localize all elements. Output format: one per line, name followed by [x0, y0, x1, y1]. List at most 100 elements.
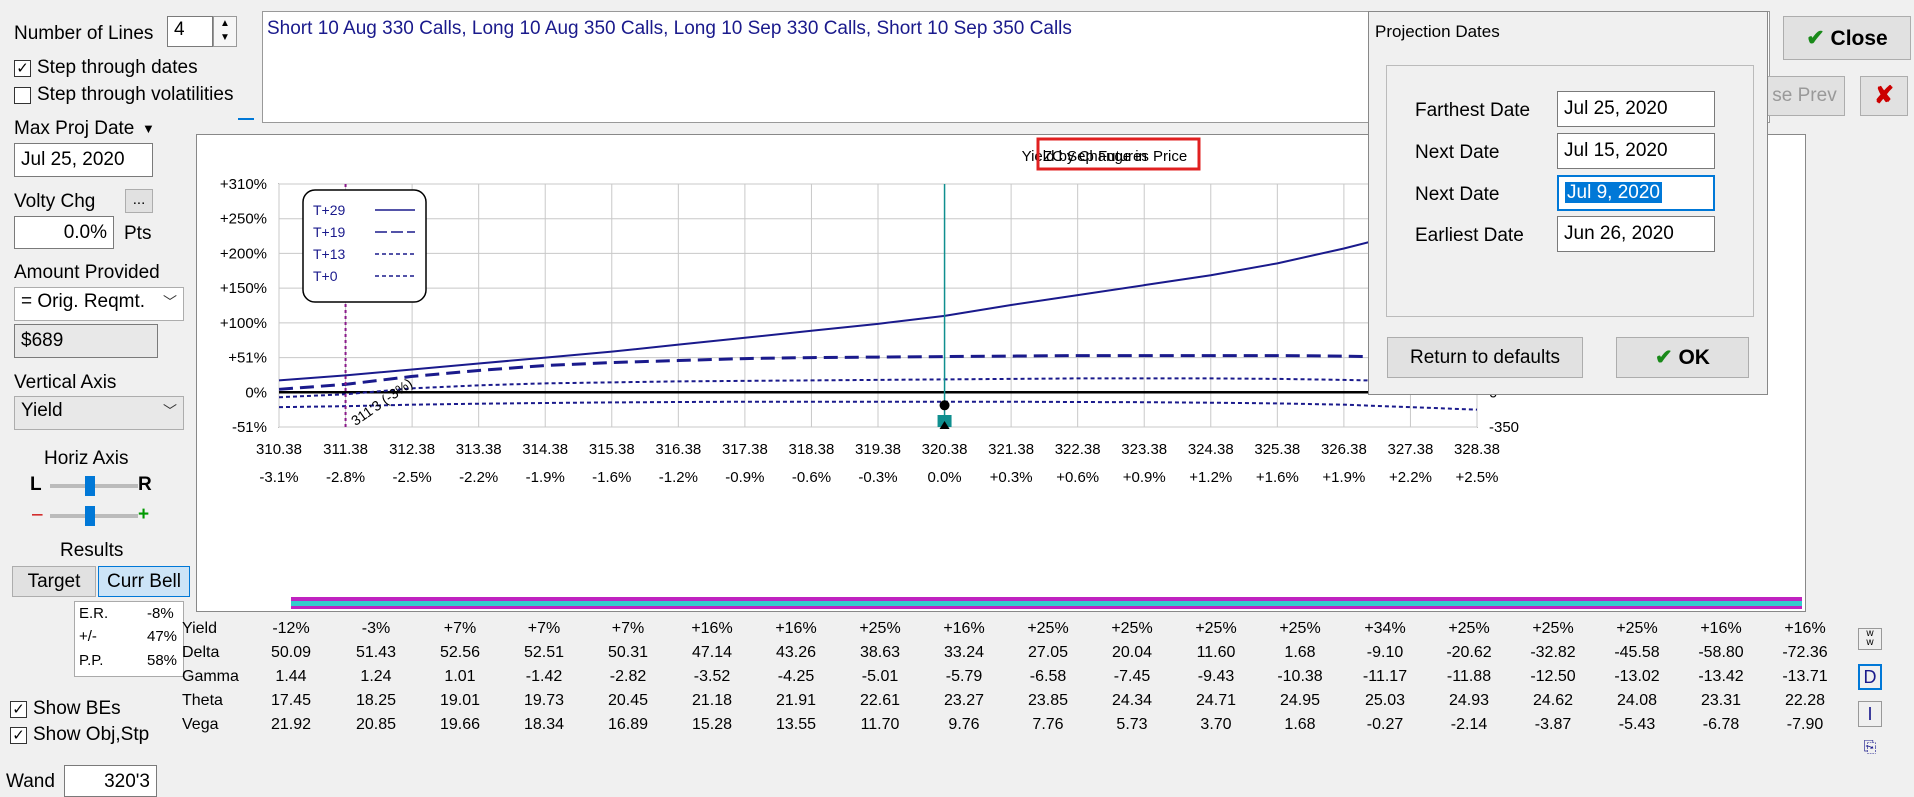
greeks-cell: -4.25 [777, 668, 815, 685]
greeks-cell: 19.73 [523, 692, 565, 709]
close-button[interactable]: ✔ Close [1783, 16, 1911, 60]
x-tick-label: 324.38 [1188, 441, 1234, 458]
greeks-cell: +25% [1532, 620, 1574, 637]
greeks-row: Vega 21.92 20.85 19.66 18.34 16.89 15.28 13.55 1… [0, 716, 1850, 740]
y-right-tick-label: -350 [1489, 419, 1519, 436]
x-tick-label: 316.38 [655, 441, 701, 458]
step-vol-label: Step through volatilities [37, 84, 234, 105]
scroll-indicator[interactable] [238, 110, 254, 120]
greeks-cell: 50.09 [270, 644, 312, 661]
step-dates-label: Step through dates [37, 57, 198, 78]
greeks-cell: 13.55 [775, 716, 817, 733]
greeks-cell: -58.80 [1698, 644, 1744, 661]
show-bes-checkbox[interactable]: ✓ [10, 701, 27, 718]
greeks-cell: -45.58 [1614, 644, 1660, 661]
close-prev-button[interactable]: se Prev [1765, 76, 1845, 116]
greeks-cell: 19.66 [439, 716, 481, 733]
greeks-cell: 18.34 [523, 716, 565, 733]
greeks-cell: 23.27 [943, 692, 985, 709]
greeks-cell: -11.88 [1446, 668, 1492, 685]
show-obj-checkbox[interactable]: ✓ [10, 727, 27, 744]
greeks-cell: 43.26 [775, 644, 817, 661]
greeks-cell: -5.01 [861, 668, 899, 685]
zoom-slider-thumb[interactable] [85, 506, 95, 526]
earliest-date-input[interactable]: Jun 26, 2020 [1557, 216, 1715, 252]
i-view-button[interactable]: I [1858, 701, 1882, 727]
results-box: E.R. -8% +/- 47% P.P. 58% [74, 601, 184, 677]
x-pct-label: -2.2% [459, 469, 498, 486]
chart-title: Yield by Change in [1022, 148, 1147, 165]
greeks-cell: 23.31 [1700, 692, 1742, 709]
return-to-defaults-button[interactable]: Return to defaults [1387, 337, 1583, 378]
greeks-cell: -32.82 [1530, 644, 1576, 661]
greeks-cell: -2.82 [609, 668, 647, 685]
greeks-cell: -9.10 [1366, 644, 1404, 661]
spin-down-icon[interactable]: ▼ [220, 32, 230, 43]
greeks-row-label: Theta [182, 692, 223, 709]
greeks-cell: -5.79 [945, 668, 983, 685]
next-date-input-1[interactable]: Jul 15, 2020 [1557, 133, 1715, 169]
x-pct-label: +1.9% [1322, 469, 1365, 486]
x-pct-label: 0.0% [927, 469, 961, 486]
next-date-input-2[interactable]: Jul 9, 2020 [1557, 175, 1715, 211]
x-tick-label: 321.38 [988, 441, 1034, 458]
volty-chg-button[interactable]: ... [125, 189, 153, 213]
horiz-l-label: L [30, 474, 42, 495]
step-dates-checkbox[interactable]: ✓ [14, 60, 31, 77]
target-button[interactable]: Target [12, 566, 96, 597]
x-tick-label: 311.38 [323, 441, 368, 458]
series-line-tplus0 [278, 400, 1478, 411]
close-x-icon[interactable]: ✘ [1860, 76, 1908, 116]
wand-marker-label: 311'3 (-3%) [348, 375, 415, 429]
amount-value: $689 [14, 324, 158, 358]
y-left-tick-label: -51% [232, 419, 267, 436]
greeks-cell: 24.08 [1616, 692, 1658, 709]
x-tick-label: 313.38 [456, 441, 502, 458]
step-vol-checkbox[interactable] [14, 87, 31, 104]
max-proj-date-input[interactable]: Jul 25, 2020 [14, 143, 153, 177]
legend-box [302, 189, 427, 303]
greeks-cell: -6.78 [1702, 716, 1740, 733]
greeks-cell: 15.28 [691, 716, 733, 733]
greeks-cell: +25% [1111, 620, 1153, 637]
results-label: Results [60, 540, 124, 561]
greeks-cell: 24.95 [1279, 692, 1321, 709]
farthest-date-input[interactable]: Jul 25, 2020 [1557, 91, 1715, 127]
legend-label: T+0 [313, 268, 338, 284]
dialog-group [1386, 65, 1754, 317]
max-proj-date-label[interactable]: Max Proj Date [14, 118, 135, 139]
greeks-cell: -3% [361, 620, 391, 637]
amount-provided-select-value: = Orig. Reqmt. [21, 291, 146, 312]
y-left-tick-label: +100% [220, 315, 267, 332]
show-obj-label: Show Obj,Stp [33, 724, 150, 745]
ok-button[interactable]: ✔ OK [1616, 337, 1749, 378]
next-date-input-2-selected: Jul 9, 2020 [1565, 182, 1662, 203]
wand-input[interactable]: 320'3 [64, 765, 157, 797]
greeks-cell: +16% [943, 620, 985, 637]
greeks-cell: 47.14 [691, 644, 733, 661]
legend-label: T+13 [313, 246, 346, 262]
x-tick-label: 327.38 [1387, 441, 1433, 458]
num-lines-input[interactable]: 4 [167, 16, 213, 47]
x-pct-label: -1.6% [592, 469, 631, 486]
x-tick-label: 310.38 [256, 441, 302, 458]
greeks-cell: +7% [611, 620, 645, 637]
greeks-cell: -13.42 [1698, 668, 1744, 685]
x-tick-label: 318.38 [788, 441, 834, 458]
curr-bell-button[interactable]: Curr Bell [98, 566, 190, 597]
spin-up-icon[interactable]: ▲ [220, 18, 230, 29]
greeks-row-label: Yield [182, 620, 217, 637]
zoom-minus-label: – [32, 504, 43, 525]
volty-chg-input[interactable]: 0.0% [14, 216, 114, 249]
d-view-button[interactable]: D [1858, 664, 1882, 690]
num-lines-spinner[interactable]: ▲ ▼ [213, 16, 237, 47]
band-magenta-2 [291, 606, 1802, 609]
dialog-title: Projection Dates [1375, 22, 1500, 41]
greeks-cell: -13.02 [1614, 668, 1660, 685]
horiz-slider-thumb[interactable] [85, 476, 95, 496]
vertical-axis-select[interactable]: Yield ﹀ [14, 396, 184, 430]
export-icon[interactable]: ⎘ [1863, 739, 1877, 756]
amount-provided-select[interactable]: = Orig. Reqmt. ﹀ [14, 287, 184, 321]
dropdown-arrow-icon[interactable]: ▼ [142, 121, 155, 136]
